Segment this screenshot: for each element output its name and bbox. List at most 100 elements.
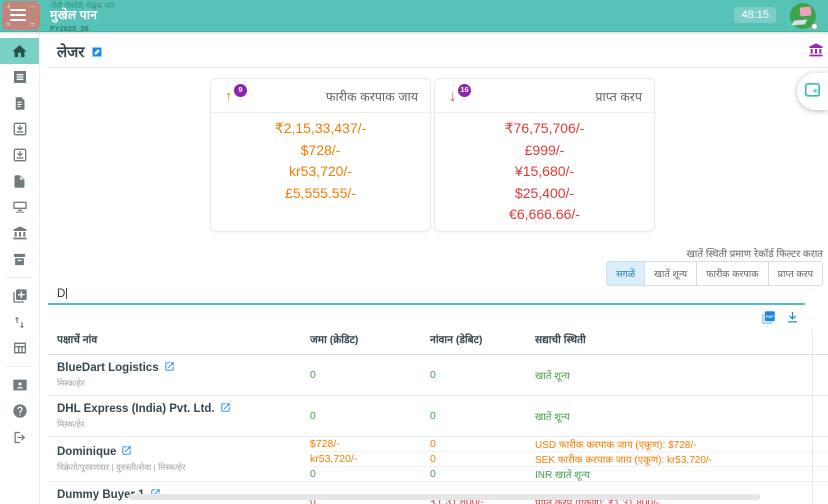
- summary-card-to-pay: ↑ 9 फारीक करपाक जाय ₹2,15,33,437/- $728/- kr5…: [210, 78, 431, 232]
- main-content: लेजर ↑ 9 फारीक करपाक जाय ₹2,15,33,437/- $728…: [40, 32, 828, 504]
- sidebar: [0, 32, 40, 504]
- party-cell: BlueDart Logistics मिस्क/हेर: [48, 355, 310, 395]
- filter-chip[interactable]: फारीक करपाक: [696, 261, 769, 286]
- amount: $728/-: [300, 141, 341, 158]
- menu-icon[interactable]: [10, 9, 28, 23]
- avatar-monitor-shape: [799, 6, 812, 17]
- pdf-icon[interactable]: PDF: [761, 310, 776, 325]
- count-badge: 9: [234, 83, 247, 97]
- debit-value: 0: [430, 468, 436, 480]
- party-cell: Dominique विक्रेतो/पुरवणदार | दुरुस्ती/से…: [48, 439, 310, 479]
- download-icon[interactable]: [785, 310, 800, 325]
- status-text: प्राप्त करप (एकूण): ₹1,31,800/-: [535, 498, 660, 504]
- ledger-drawer-button[interactable]: [797, 73, 828, 110]
- ledger-line: $728/- 0 USD फारीक करपाक जाय (एकूण): $728/…: [310, 437, 828, 451]
- amount: ¥15,680/-: [514, 163, 575, 179]
- filter-chip-group: सगळें खातें शून्य फारीक करपाक प्राप्त करप: [606, 261, 823, 286]
- status-text: INR खातें शून्य: [535, 470, 590, 481]
- trend-up-icon: ↑ 9: [225, 83, 247, 104]
- ledger-line: 0 0 खातें शून्य: [310, 396, 828, 436]
- calculator-app-icon: + − × =: [2, 1, 40, 30]
- edit-icon[interactable]: [91, 46, 103, 58]
- sidebar-divider: [6, 277, 33, 278]
- external-link-icon[interactable]: [164, 361, 175, 375]
- avatar[interactable]: [790, 3, 818, 30]
- summary-cards: ↑ 9 फारीक करपाक जाय ₹2,15,33,437/- $728/- kr5…: [210, 78, 655, 232]
- inbox-down-icon: [12, 121, 28, 137]
- sidebar-item-document[interactable]: [0, 90, 39, 116]
- filter-chip[interactable]: प्राप्त करप: [767, 261, 823, 286]
- list-icon: [12, 69, 28, 85]
- status-text: SEK फारीक करपाक जाय (एकूण): kr53,720/-: [535, 455, 712, 466]
- table-row: DHL Express (India) Pvt. Ltd. मिस्क/हेर 0 0…: [48, 396, 828, 437]
- debit-value: 0: [430, 438, 436, 450]
- bank-icon[interactable]: [808, 42, 824, 58]
- amount: ₹2,15,33,437/-: [274, 120, 367, 136]
- sidebar-item-swap-vert[interactable]: [0, 309, 39, 335]
- sidebar-item-archive[interactable]: [0, 246, 39, 272]
- sidebar-item-display[interactable]: [0, 194, 39, 220]
- sidebar-item-columns[interactable]: [0, 335, 39, 361]
- filter-label: खातें स्थिती प्रमाण रेकॉर्ड फिल्टर करात: [686, 249, 823, 260]
- summary-card-to-receive: ↓ 16 प्राप्त करप ₹76,75,706/- £999/- ¥15,680/…: [434, 78, 655, 232]
- header-titles: नोंदी (रेकॉर्ड) मेळूंक नात मुखेल पान FY2…: [50, 0, 114, 33]
- status-text: USD फारीक करपाक जाय (एकूण): $728/-: [535, 440, 697, 451]
- column-header-status: सद्याची स्थिती: [535, 334, 586, 346]
- external-link-icon[interactable]: [121, 445, 132, 459]
- credit-value: $728/-: [310, 438, 340, 450]
- sidebar-item-contact-card[interactable]: [0, 372, 39, 398]
- ledger-line: 0 0 खातें शून्य: [310, 355, 828, 395]
- ledger-line: 0 0 INR खातें शून्य: [310, 466, 828, 481]
- party-name[interactable]: BlueDart Logistics: [57, 362, 159, 374]
- divider: [48, 67, 828, 68]
- external-link-icon[interactable]: [220, 402, 231, 416]
- sidebar-item-list[interactable]: [0, 64, 39, 90]
- column-header-debit: नांवान (डेबिट): [430, 334, 483, 346]
- external-link-icon[interactable]: [150, 488, 161, 502]
- debit-value: 0: [430, 453, 436, 465]
- horizontal-scrollbar[interactable]: [128, 494, 760, 500]
- party-cell: Dummy Buyer 1गिरायक | मिस्क/हेर: [48, 482, 310, 504]
- ledger-line: 0 ₹1,31,800/- प्राप्त करप (एकूण): ₹1,31,80…: [310, 482, 828, 504]
- party-name[interactable]: Dummy Buyer 1: [57, 489, 145, 501]
- amount: ₹76,75,706/-: [504, 120, 585, 136]
- table-row: BlueDart Logistics मिस्क/हेर 0 0 खातें शून्य: [48, 355, 828, 396]
- sidebar-item-inbox-down-2[interactable]: [0, 142, 39, 168]
- party-name[interactable]: Dominique: [57, 446, 117, 458]
- line-group: 0 0 खातें शून्य: [310, 396, 828, 436]
- party-tags: मिस्क/हेर: [57, 419, 85, 429]
- table-row: Dominique विक्रेतो/पुरवणदार | दुरुस्ती/से…: [48, 437, 828, 482]
- sidebar-item-help[interactable]: [0, 398, 39, 424]
- credit-value: 0: [310, 410, 316, 422]
- avatar-status-dot: [811, 23, 818, 30]
- column-header-party-name: पक्षाचें नांव: [57, 334, 98, 346]
- party-name[interactable]: DHL Express (India) Pvt. Ltd.: [57, 403, 215, 415]
- ledger-line: kr53,720/- 0 SEK फारीक करपाक जाय (एकूण): k…: [310, 451, 828, 466]
- debit-value: 0: [430, 410, 436, 422]
- status-text: खातें शून्य: [535, 412, 570, 423]
- card-amounts: ₹2,15,33,437/- $728/- kr53,720/- £5,555.55/…: [211, 113, 430, 204]
- archive-icon: [12, 252, 27, 267]
- bank-icon: [12, 225, 28, 241]
- amount: $25,400/-: [514, 184, 575, 201]
- sidebar-divider: [6, 366, 33, 367]
- sidebar-item-file[interactable]: [0, 168, 39, 194]
- sidebar-item-inbox-down[interactable]: [0, 116, 39, 142]
- filter-chip[interactable]: खातें शून्य: [644, 261, 698, 286]
- columns-icon: [12, 340, 28, 356]
- sidebar-item-logout[interactable]: [0, 424, 39, 450]
- contact-card-icon: [12, 377, 28, 393]
- page-title-row: लेजर: [57, 42, 103, 62]
- sidebar-item-bank[interactable]: [0, 220, 39, 246]
- credit-value: 0: [310, 468, 316, 480]
- filter-chip[interactable]: सगळें: [606, 261, 646, 286]
- logout-icon: [12, 430, 27, 445]
- line-group: 0 0 खातें शून्य: [310, 355, 828, 395]
- sidebar-item-add-box[interactable]: [0, 283, 39, 309]
- swap-vert-icon: [12, 315, 27, 330]
- line-group: $728/- 0 USD फारीक करपाक जाय (एकूण): $728/…: [310, 437, 828, 481]
- status-text: खातें शून्य: [535, 371, 570, 382]
- sidebar-item-home[interactable]: [0, 38, 39, 64]
- search-input[interactable]: D: [57, 288, 68, 300]
